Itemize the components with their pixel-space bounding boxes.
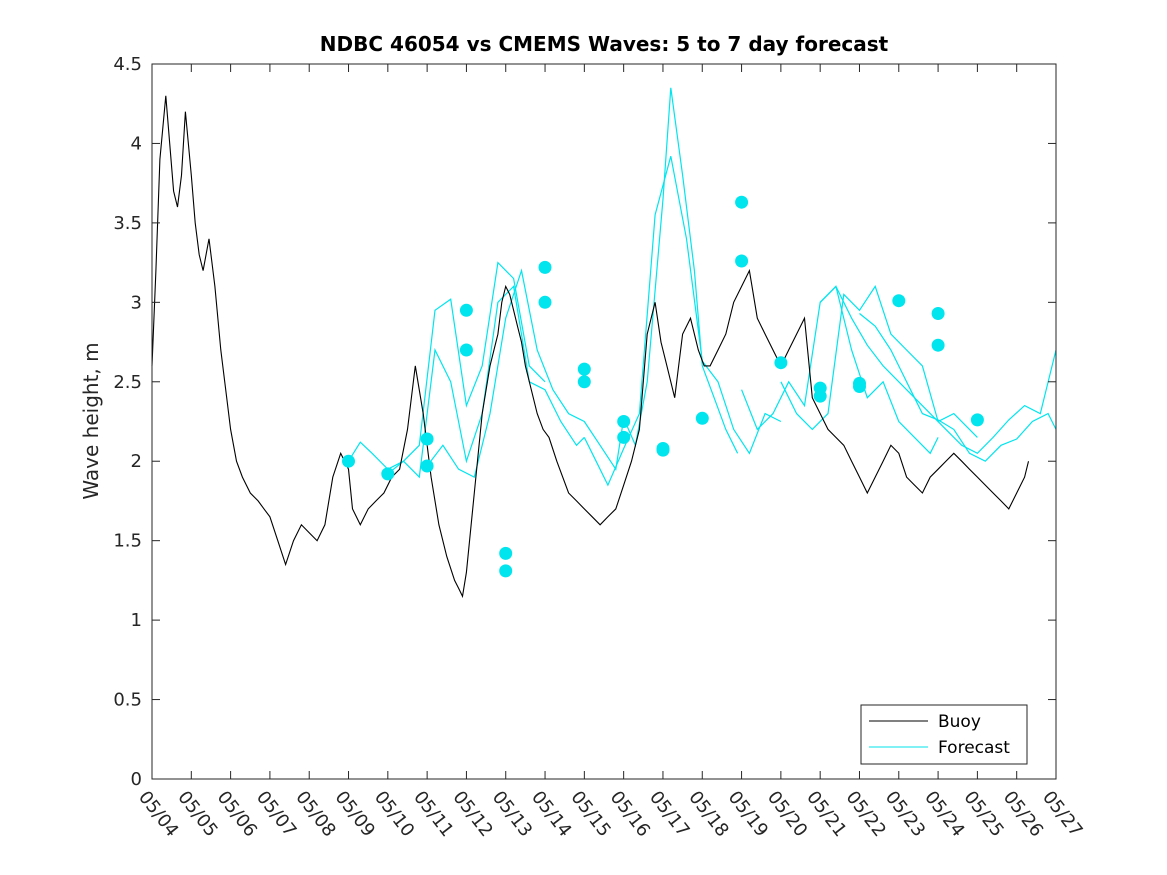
forecast-marker [499, 546, 513, 560]
axes-box [151, 63, 1057, 780]
x-tick-label: 05/18 [684, 787, 732, 841]
forecast-line-1 [347, 261, 546, 470]
x-tick-label: 05/06 [213, 787, 261, 841]
forecast-marker [459, 303, 473, 317]
x-tick-label: 05/23 [881, 787, 929, 841]
forecast-marker [774, 356, 788, 370]
forecast-marker [853, 380, 866, 393]
x-tick-label: 05/17 [645, 787, 693, 841]
y-tick-label: 0 [131, 769, 142, 790]
legend: Buoy Forecast [860, 704, 1028, 765]
x-tick-label: 05/24 [920, 787, 968, 841]
forecast-series-lines [347, 87, 1057, 487]
y-axis-label: Wave height, m [79, 342, 103, 499]
x-tick-label: 05/07 [252, 787, 300, 841]
forecast-marker [970, 413, 984, 427]
y-tick-label: 1 [131, 610, 142, 631]
x-tick-label: 05/22 [842, 787, 890, 841]
x-tick-label: 05/08 [291, 787, 339, 841]
y-tick-label: 1.5 [113, 531, 142, 552]
x-tick-label: 05/15 [566, 787, 614, 841]
legend-buoy-label: Buoy [938, 712, 981, 732]
buoy-line [151, 95, 1030, 599]
y-tick-label: 3 [131, 292, 142, 313]
x-tick-label: 05/11 [409, 787, 457, 841]
forecast-marker [931, 307, 945, 320]
forecast-marker [459, 343, 473, 357]
x-tick-label: 05/09 [331, 787, 379, 841]
forecast-line-5 [741, 285, 939, 455]
forecast-marker [656, 442, 670, 455]
x-tick-label: 05/04 [134, 787, 182, 841]
forecast-marker [381, 467, 395, 481]
y-tick-label: 4 [131, 133, 142, 154]
forecast-marker [813, 389, 827, 403]
forecast-marker [577, 375, 591, 389]
chart-title: NDBC 46054 vs CMEMS Waves: 5 to 7 day fo… [320, 32, 889, 56]
forecast-marker [931, 338, 945, 352]
legend-box [860, 704, 1028, 765]
x-tick-label: 05/12 [448, 787, 496, 841]
forecast-markers [342, 195, 984, 578]
x-tick-label: 05/16 [606, 787, 654, 841]
y-tick-label: 2.5 [113, 372, 142, 393]
forecast-line-6 [780, 285, 978, 438]
y-tick-label: 4.5 [113, 54, 142, 75]
forecast-marker [892, 294, 906, 308]
plot-area [152, 64, 1056, 779]
y-tick-label: 3.5 [113, 213, 142, 234]
forecast-marker [420, 459, 434, 473]
x-tick-label: 05/13 [488, 787, 536, 841]
x-tick-label: 05/19 [724, 787, 772, 841]
x-tick-label: 05/25 [959, 787, 1007, 841]
y-tick-label: 0.5 [113, 690, 142, 711]
forecast-marker [342, 454, 355, 468]
forecast-marker [695, 411, 709, 425]
forecast-line-7 [819, 285, 1057, 455]
x-tick-label: 05/05 [173, 787, 221, 841]
y-tick-label: 2 [131, 451, 142, 472]
x-tick-label: 05/21 [802, 787, 850, 841]
x-tick-label: 05/20 [763, 787, 811, 841]
forecast-line-4 [583, 156, 782, 487]
x-tick-label: 05/26 [999, 787, 1047, 841]
forecast-line-3 [426, 87, 739, 478]
forecast-marker [538, 260, 552, 274]
forecast-marker [499, 564, 513, 578]
forecast-marker [538, 295, 552, 309]
forecast-line-2 [387, 285, 585, 479]
forecast-marker [420, 432, 434, 446]
forecast-line-8 [859, 313, 1057, 462]
x-tick-label: 05/27 [1038, 787, 1086, 841]
x-tick-label: 05/14 [527, 787, 575, 841]
forecast-marker [577, 362, 591, 376]
forecast-marker [735, 254, 749, 268]
x-tick-label: 05/10 [370, 787, 418, 841]
forecast-marker [735, 195, 749, 209]
plot-background [152, 64, 1056, 779]
forecast-marker [617, 430, 631, 444]
forecast-marker [617, 415, 631, 428]
legend-forecast-label: Forecast [938, 738, 1010, 758]
buoy-series-line [151, 95, 1030, 599]
